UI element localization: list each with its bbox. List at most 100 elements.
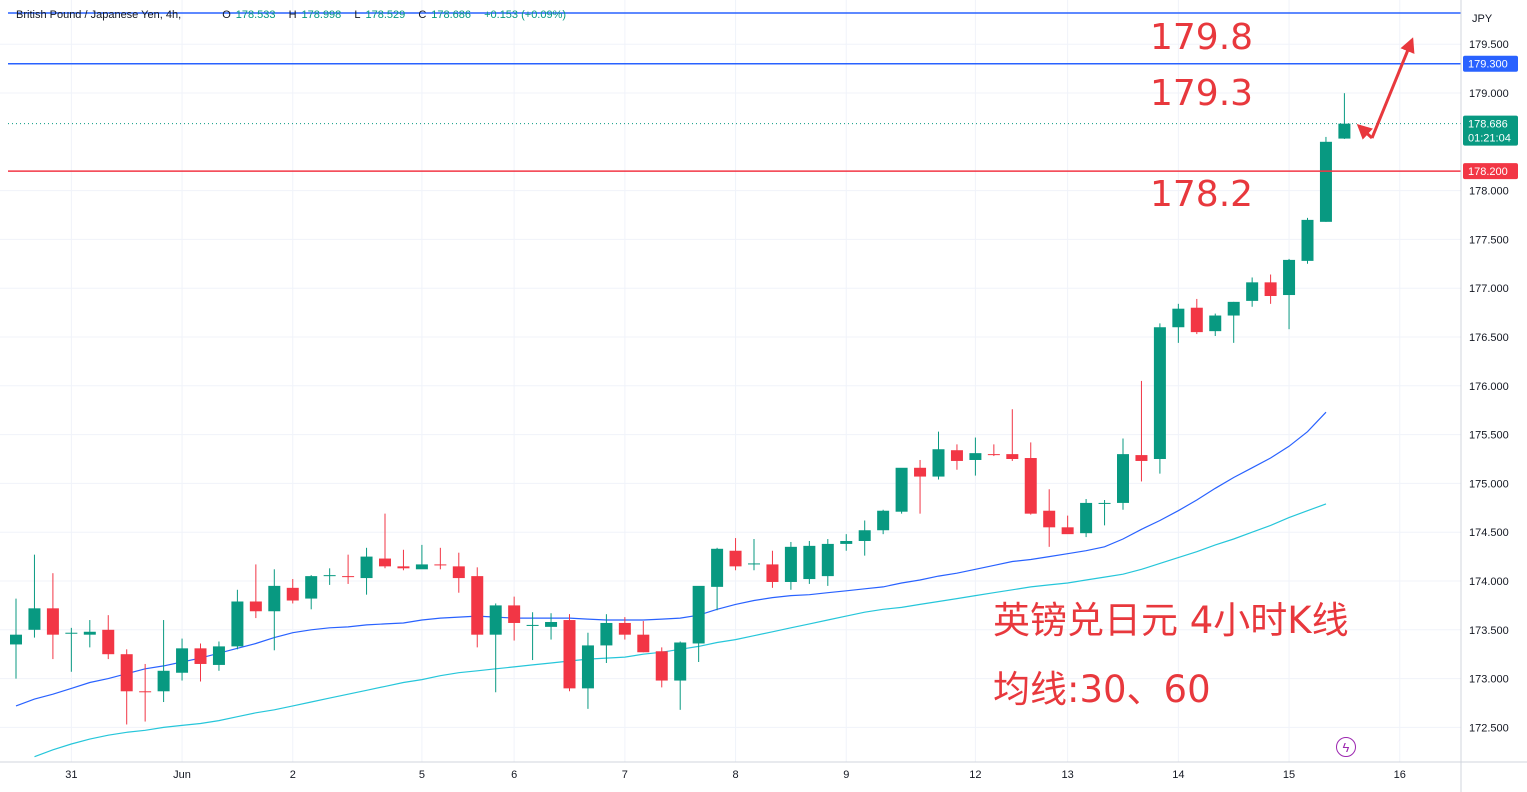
candle[interactable] <box>950 444 963 470</box>
x-tick-label: 13 <box>1062 769 1074 781</box>
candle-body <box>268 585 281 612</box>
candle-body <box>28 608 41 630</box>
candle[interactable] <box>102 615 115 660</box>
candle[interactable] <box>157 620 170 703</box>
resistance-badge: 179.300 <box>1463 55 1518 72</box>
candle[interactable] <box>397 549 410 571</box>
candle[interactable] <box>1283 258 1296 330</box>
candle-body <box>877 510 890 531</box>
candle[interactable] <box>526 612 539 661</box>
ohlc-values: O 178.533 H 178.998 L 178.529 C 178.686 +0.1… <box>222 9 571 21</box>
arrow-up <box>1370 37 1415 139</box>
candle[interactable] <box>784 541 797 590</box>
candle[interactable] <box>1172 303 1185 343</box>
candle[interactable] <box>895 467 908 514</box>
candle[interactable] <box>415 544 428 570</box>
annotation-support: 178.2 <box>1150 174 1254 215</box>
candle[interactable] <box>471 567 484 648</box>
low-label: L <box>354 9 361 21</box>
candle[interactable] <box>452 552 465 593</box>
candle[interactable] <box>1209 313 1222 337</box>
candle[interactable] <box>1061 515 1074 535</box>
candle[interactable] <box>674 641 687 710</box>
candle[interactable] <box>176 638 189 681</box>
candle[interactable] <box>305 575 318 610</box>
candle[interactable] <box>360 547 373 595</box>
candle[interactable] <box>1264 274 1277 304</box>
candle[interactable] <box>1006 409 1019 461</box>
candle[interactable] <box>1227 301 1240 343</box>
candle[interactable] <box>508 596 521 641</box>
candle-body <box>969 453 982 460</box>
candle[interactable] <box>932 431 945 480</box>
candle[interactable] <box>83 620 96 648</box>
candle[interactable] <box>1319 136 1332 222</box>
candle[interactable] <box>655 647 668 688</box>
candle[interactable] <box>28 554 41 638</box>
candle[interactable] <box>969 437 982 476</box>
candle[interactable] <box>692 585 705 663</box>
candle[interactable] <box>212 641 225 671</box>
candle-body <box>729 550 742 567</box>
candle[interactable] <box>1080 499 1093 538</box>
candle[interactable] <box>600 614 613 663</box>
candle[interactable] <box>120 649 133 725</box>
candle[interactable] <box>139 663 152 722</box>
candle[interactable] <box>729 538 742 571</box>
candle[interactable] <box>46 573 59 660</box>
candle[interactable] <box>618 617 631 640</box>
candle[interactable] <box>1098 499 1111 526</box>
candle[interactable] <box>65 627 78 672</box>
candle[interactable] <box>914 459 927 514</box>
candle[interactable] <box>489 603 502 693</box>
flash-icon[interactable]: ϟ <box>1336 737 1356 757</box>
candle-body <box>581 645 594 689</box>
candle[interactable] <box>1338 93 1351 139</box>
candle-body <box>766 564 779 582</box>
candle[interactable] <box>877 509 890 535</box>
candle[interactable] <box>268 569 281 651</box>
candle-body <box>249 601 262 612</box>
candle[interactable] <box>1153 323 1166 474</box>
candle-body <box>65 632 78 634</box>
candle[interactable] <box>711 547 724 611</box>
candle[interactable] <box>434 547 447 570</box>
candle[interactable] <box>1190 298 1203 335</box>
candle[interactable] <box>1043 489 1056 547</box>
candle[interactable] <box>821 539 834 586</box>
candle[interactable] <box>766 550 779 588</box>
candle[interactable] <box>323 568 336 585</box>
candle[interactable] <box>1024 442 1037 515</box>
candle[interactable] <box>10 598 22 679</box>
candle[interactable] <box>286 579 299 604</box>
candle[interactable] <box>231 589 244 650</box>
candle[interactable] <box>637 621 650 653</box>
candle[interactable] <box>581 632 594 709</box>
candle-body <box>120 654 133 692</box>
candle[interactable] <box>1301 217 1314 264</box>
x-tick-label: Jun <box>173 769 191 781</box>
candle[interactable] <box>840 534 853 551</box>
candle[interactable] <box>342 554 355 584</box>
candle[interactable] <box>194 643 207 682</box>
candle[interactable] <box>987 444 1000 457</box>
x-tick-label: 7 <box>622 769 628 781</box>
candle[interactable] <box>1135 380 1148 482</box>
candle[interactable] <box>249 564 262 619</box>
annotation-caption-line2: 均线:30、60 <box>993 668 1211 711</box>
candle[interactable] <box>748 539 760 571</box>
candle[interactable] <box>803 540 816 584</box>
x-tick-label: 2 <box>290 769 296 781</box>
candle-body <box>1061 527 1074 535</box>
candle[interactable] <box>379 513 391 569</box>
candle[interactable] <box>545 613 558 640</box>
y-tick-label: 174.000 <box>1469 576 1509 588</box>
candle[interactable] <box>858 520 871 556</box>
change-value: +0.153 (+0.09%) <box>484 9 567 21</box>
candle[interactable] <box>1246 277 1259 307</box>
candle[interactable] <box>1117 438 1129 510</box>
candle-body <box>858 530 871 541</box>
candle[interactable] <box>563 614 576 692</box>
support-badge-bg <box>1463 163 1518 180</box>
